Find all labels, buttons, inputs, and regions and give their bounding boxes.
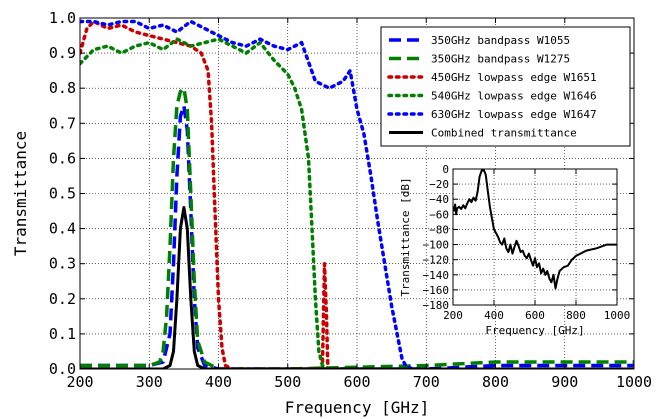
inset-x-tick-label: 1000 (604, 309, 631, 322)
inset-y-axis-label: Transmittance [dB] (399, 177, 412, 296)
main-x-tick-label: 500 (274, 373, 301, 391)
legend-label-3: 540GHz lowpass edge W1646 (431, 90, 597, 103)
inset-x-tick-label: 400 (484, 309, 504, 322)
legend-label-2: 450GHz lowpass edge W1651 (431, 71, 597, 84)
main-x-tick-label: 700 (413, 373, 440, 391)
main-y-axis-label: Transmittance (11, 131, 30, 256)
legend-label-5: Combined transmittance (431, 127, 577, 140)
main-y-tick-label: 0.6 (49, 149, 76, 167)
legend-label-0: 350GHz bandpass W1055 (431, 34, 570, 47)
main-series-line-4 (80, 22, 426, 370)
main-x-tick-label: 900 (551, 373, 578, 391)
main-x-tick-label: 800 (482, 373, 509, 391)
inset-y-tick-label: −180 (423, 299, 450, 312)
main-y-tick-label: 0.5 (49, 185, 76, 203)
main-y-tick-label: 1.0 (49, 9, 76, 27)
main-y-tick-label: 0.8 (49, 79, 76, 97)
inset-y-tick-label: −60 (429, 208, 449, 221)
inset-x-tick-label: 800 (566, 309, 586, 322)
legend-label-4: 630GHz lowpass edge W1647 (431, 108, 597, 121)
main-y-tick-label: 0.1 (49, 325, 76, 343)
inset-y-tick-label: −100 (423, 239, 450, 252)
main-x-tick-label: 400 (205, 373, 232, 391)
inset-y-tick-label: −80 (429, 223, 449, 236)
main-y-tick-label: 0.7 (49, 114, 76, 132)
inset-y-tick-label: −120 (423, 254, 450, 267)
main-y-tick-label: 0.2 (49, 290, 76, 308)
legend-label-1: 350GHz bandpass W1275 (431, 53, 570, 66)
inset-y-tick-label: −160 (423, 284, 450, 297)
main-x-tick-label: 1000 (616, 373, 652, 391)
main-y-tick-label: 0.3 (49, 255, 76, 273)
main-y-tick-label: 0.4 (49, 220, 76, 238)
main-y-tick-label: 0.0 (49, 360, 76, 378)
inset-y-tick-label: 0 (442, 163, 449, 176)
main-x-tick-label: 300 (136, 373, 163, 391)
inset-x-axis-label: Frequency [GHz] (485, 324, 584, 337)
main-x-tick-label: 600 (343, 373, 370, 391)
main-y-tick-label: 0.9 (49, 44, 76, 62)
main-x-axis-label: Frequency [GHz] (285, 398, 430, 417)
inset-x-tick-label: 600 (525, 309, 545, 322)
inset-y-tick-label: −140 (423, 269, 450, 282)
inset-y-tick-label: −20 (429, 178, 449, 191)
inset-y-tick-label: −40 (429, 193, 449, 206)
